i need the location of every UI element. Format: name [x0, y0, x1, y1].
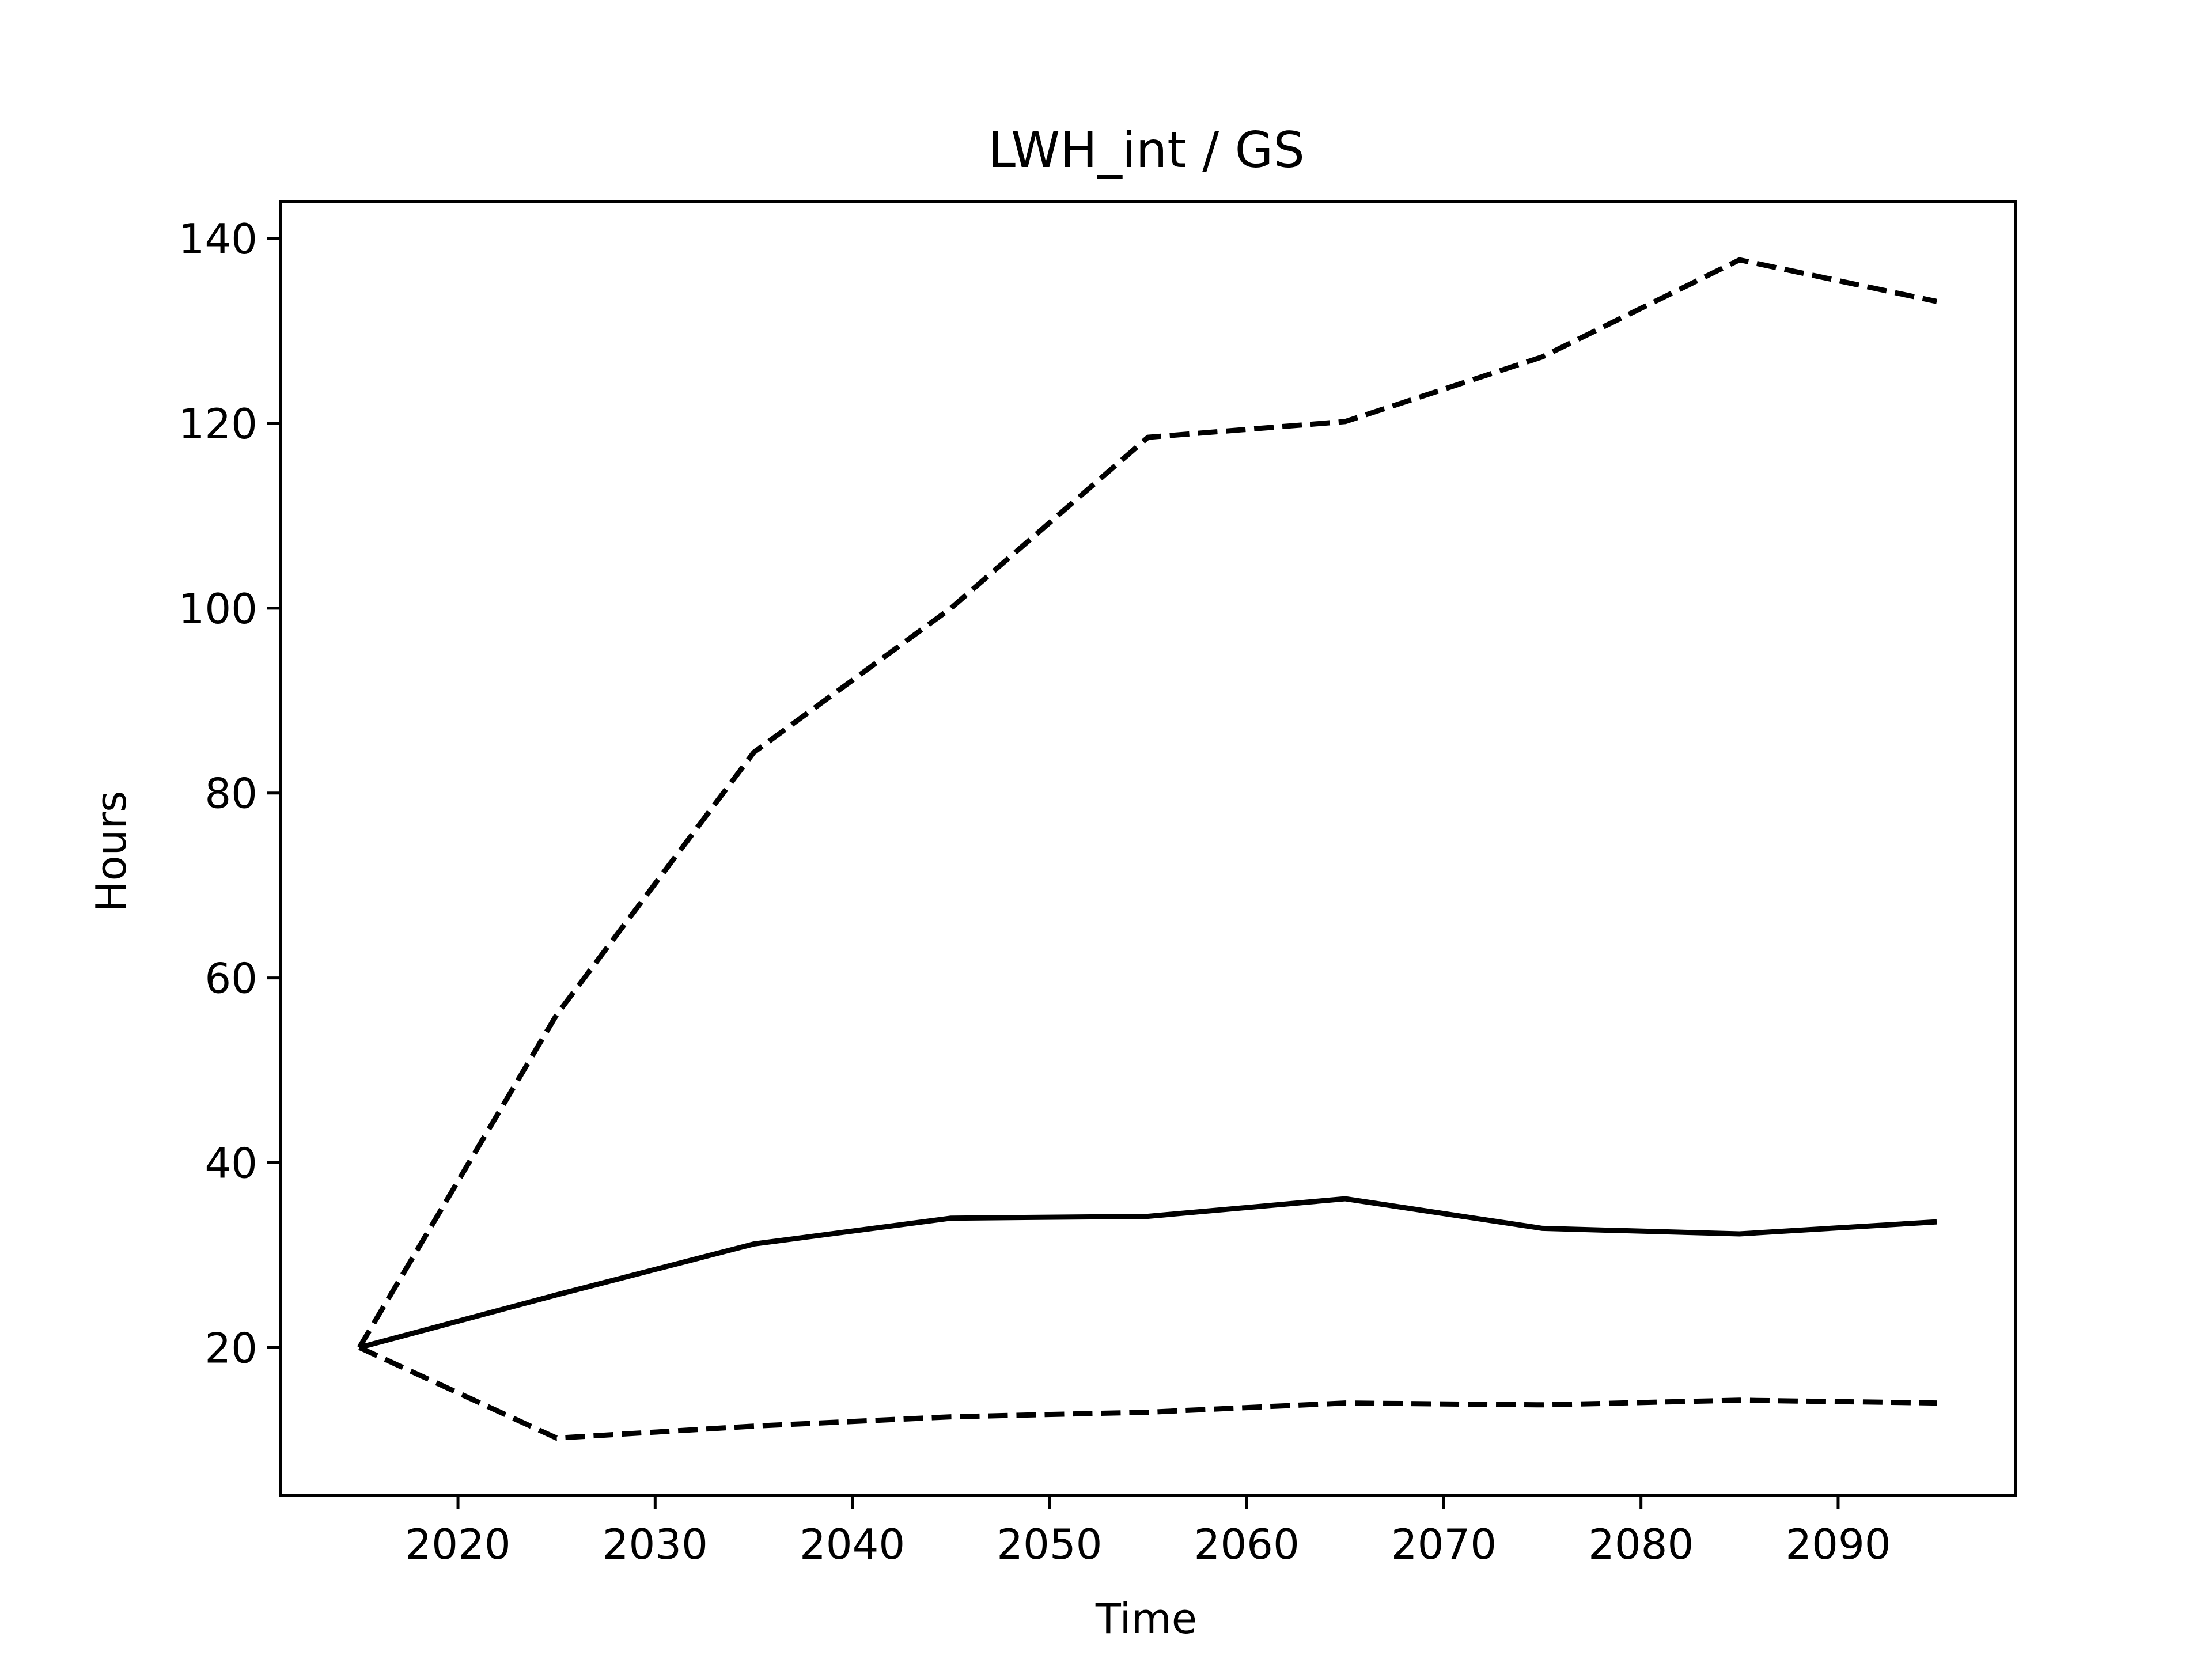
x-axis-label: Time: [1095, 1594, 1197, 1643]
y-tick-label: 100: [179, 585, 257, 633]
x-axis: 2020 2030 2040 2050 2060 2070 2080 2090: [405, 1495, 1891, 1569]
x-tick-label: 2040: [800, 1520, 905, 1569]
x-tick-label: 2030: [603, 1520, 708, 1569]
dashed-series-line-2: [358, 1345, 1937, 1441]
x-tick-label: 2020: [405, 1520, 510, 1569]
x-tick-label: 2080: [1588, 1520, 1694, 1569]
plot-frame: [279, 200, 2017, 1497]
x-tick-label: 2050: [997, 1520, 1102, 1569]
solid-series-line-0: [358, 1196, 1937, 1350]
y-tick-label: 60: [204, 955, 257, 1003]
y-tick-label: 80: [204, 770, 257, 818]
y-tick-label: 140: [179, 215, 257, 263]
chart-title: LWH_int / GS: [988, 122, 1305, 179]
dashed-series-line-1: [357, 257, 1938, 1349]
x-tick-label: 2060: [1194, 1520, 1300, 1569]
series-group: [357, 257, 1938, 1441]
y-tick-label: 20: [204, 1324, 257, 1372]
x-tick-label: 2070: [1391, 1520, 1497, 1569]
y-axis-label: Hours: [87, 791, 135, 912]
y-axis: 20 40 60 80 100 120 140: [179, 215, 281, 1372]
x-tick-label: 2090: [1785, 1520, 1891, 1569]
y-tick-label: 40: [204, 1139, 257, 1187]
y-tick-label: 120: [179, 400, 257, 448]
